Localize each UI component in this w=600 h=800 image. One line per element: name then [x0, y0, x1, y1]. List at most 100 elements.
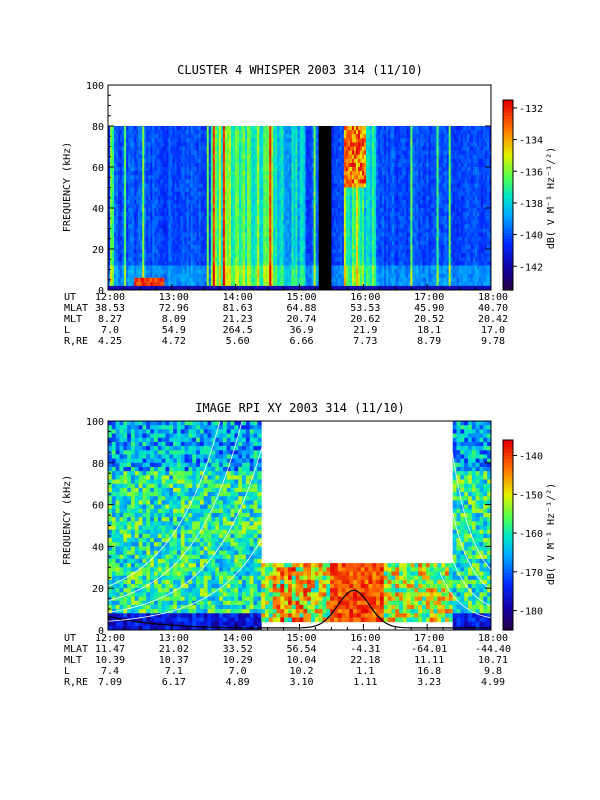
- panel1-cell: [146, 183, 149, 188]
- panel1-cell: [202, 171, 206, 176]
- panel1-cell: [136, 154, 139, 160]
- panel1-cell: [224, 195, 228, 201]
- panel1-cell: [110, 199, 113, 205]
- panel1-cell: [158, 253, 161, 258]
- panel1-cell: [178, 261, 182, 266]
- panel1-cell: [118, 191, 121, 197]
- panel1-cell: [118, 228, 121, 234]
- panel1-cell: [110, 203, 113, 209]
- panel1-cell: [144, 171, 147, 176]
- panel1-cell: [170, 228, 174, 234]
- panel1-cell: [170, 244, 174, 250]
- panel1-cell: [148, 134, 151, 139]
- panel1-cell: [210, 154, 214, 160]
- panel1-cell: [186, 183, 190, 188]
- panel1-cell: [160, 175, 163, 180]
- panel1-cell: [108, 167, 111, 172]
- panel1-cell: [156, 285, 159, 290]
- panel1-cell: [210, 281, 214, 287]
- panel1-cell: [196, 126, 200, 131]
- panel1-cell: [136, 265, 139, 270]
- panel1-cell: [114, 154, 117, 160]
- panel1-cell: [202, 138, 206, 143]
- panel1-cell: [220, 224, 224, 229]
- panel1-cell: [118, 126, 121, 131]
- panel1-cell: [206, 150, 210, 156]
- panel1-cell: [182, 216, 186, 221]
- panel1-cell: [108, 130, 111, 135]
- panel1-cell: [142, 249, 145, 254]
- panel1-cell: [176, 236, 180, 242]
- panel1-cell: [116, 285, 119, 290]
- panel1-cell: [204, 269, 208, 275]
- panel1-cell: [166, 273, 169, 279]
- panel1-cell: [172, 265, 176, 270]
- panel1-cell: [154, 195, 157, 201]
- panel1-cell: [140, 249, 143, 254]
- panel1-cell: [208, 179, 212, 184]
- panel1-cell: [166, 208, 169, 213]
- panel1-cell: [136, 130, 139, 135]
- panel1-cell: [130, 199, 133, 205]
- panel1-cell: [200, 126, 204, 131]
- panel1-cell: [182, 167, 186, 172]
- panel1-cell: [216, 126, 220, 131]
- panel1-cell: [198, 171, 202, 176]
- panel1-cell: [136, 273, 139, 279]
- panel1-cell: [184, 158, 188, 164]
- panel1-cell: [154, 203, 157, 209]
- panel1-cell: [204, 146, 208, 152]
- panel1-cell: [174, 269, 178, 275]
- panel1-cell: [124, 191, 127, 197]
- panel1-cell: [202, 158, 206, 164]
- panel1-cell: [112, 212, 115, 217]
- panel1-cell: [136, 208, 139, 213]
- panel1-cell: [176, 158, 180, 164]
- panel1-cell: [172, 273, 176, 279]
- panel1-cell: [202, 220, 206, 225]
- panel1-cell: [118, 130, 121, 135]
- panel1-cell: [128, 224, 131, 229]
- panel1-cell: [154, 212, 157, 217]
- panel1-cell: [154, 236, 157, 242]
- panel1-cell: [218, 171, 222, 176]
- panel1-cell: [186, 158, 190, 164]
- panel1-cell: [168, 224, 171, 229]
- panel1-cell: [184, 249, 188, 254]
- panel1-cell: [200, 212, 204, 217]
- panel1-cell: [180, 175, 184, 180]
- panel1-cell: [116, 195, 119, 201]
- panel1-cell: [168, 126, 171, 131]
- panel1-cell: [142, 240, 145, 246]
- panel1-cell: [182, 240, 186, 246]
- panel1-cell: [168, 158, 171, 164]
- panel1-cell: [220, 208, 224, 213]
- panel1-cell: [178, 154, 182, 160]
- panel1-cell: [186, 244, 190, 250]
- panel1-cell: [126, 203, 129, 209]
- panel1-cell: [142, 236, 145, 242]
- panel1-cell: [176, 154, 180, 160]
- panel1-cell: [140, 208, 143, 213]
- panel1-cell: [194, 171, 198, 176]
- panel1-cell: [122, 130, 125, 135]
- panel1-cell: [164, 146, 167, 152]
- panel1-cell: [212, 208, 216, 213]
- panel1-cell: [112, 146, 115, 152]
- panel1-cell: [148, 191, 151, 197]
- panel1-cell: [110, 236, 113, 242]
- panel1-cell: [148, 175, 151, 180]
- panel1-cell: [192, 216, 196, 221]
- panel1-cell: [136, 162, 139, 168]
- panel1-cell: [110, 162, 113, 168]
- panel1-cell: [164, 212, 167, 217]
- panel1-cell: [192, 138, 196, 143]
- panel1-cell: [224, 158, 228, 164]
- panel1-cell: [224, 261, 228, 266]
- panel1-cell: [146, 187, 149, 193]
- panel1-cell: [168, 285, 171, 290]
- panel1-cell: [198, 134, 202, 139]
- panel1-cell: [168, 150, 171, 156]
- panel1-cell: [192, 150, 196, 156]
- panel1-cell: [196, 167, 200, 172]
